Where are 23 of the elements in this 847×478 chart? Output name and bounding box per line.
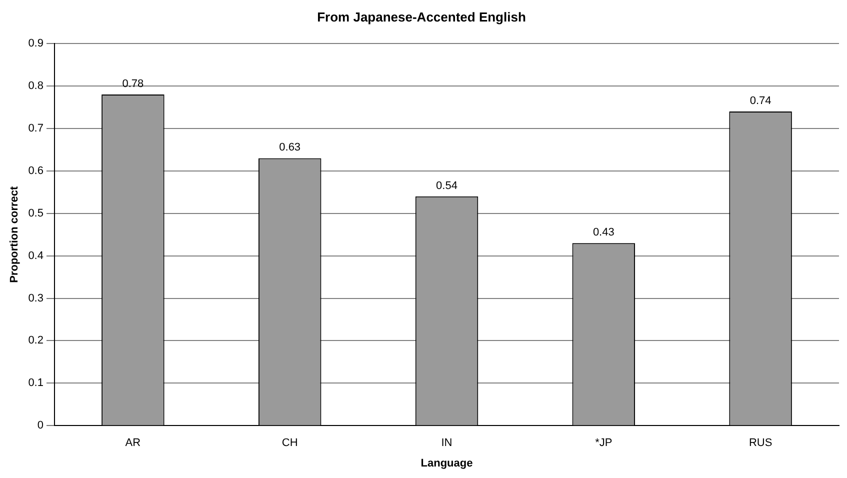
y-tick-label: 0.8 — [28, 80, 44, 92]
data-label: 0.54 — [436, 180, 458, 192]
y-tick-label: 0.1 — [28, 377, 44, 390]
y-tick-label: 0.3 — [28, 292, 44, 304]
x-tick-label: IN — [441, 437, 452, 450]
y-tick-label: 0.9 — [28, 38, 44, 50]
data-label: 0.74 — [750, 95, 772, 108]
y-axis-title: Proportion correct — [8, 186, 21, 283]
data-label: 0.63 — [279, 142, 301, 154]
y-tick-label: 0.6 — [28, 164, 44, 177]
x-tick-label: AR — [125, 437, 141, 450]
x-tick-label: *JP — [595, 437, 612, 450]
x-axis-title: Language — [420, 457, 473, 470]
x-tick-label: CH — [282, 437, 298, 450]
data-label: 0.78 — [122, 78, 144, 90]
y-tick-label: 0.5 — [28, 207, 44, 220]
y-tick-label: 0.7 — [28, 122, 44, 135]
y-tick-label: 0.2 — [28, 334, 44, 347]
chart-title: From Japanese-Accented English — [317, 9, 526, 24]
y-tick-label: 0 — [37, 420, 44, 432]
data-label: 0.43 — [592, 226, 614, 239]
y-tick-label: 0.4 — [28, 250, 44, 262]
x-tick-label: RUS — [748, 437, 772, 450]
